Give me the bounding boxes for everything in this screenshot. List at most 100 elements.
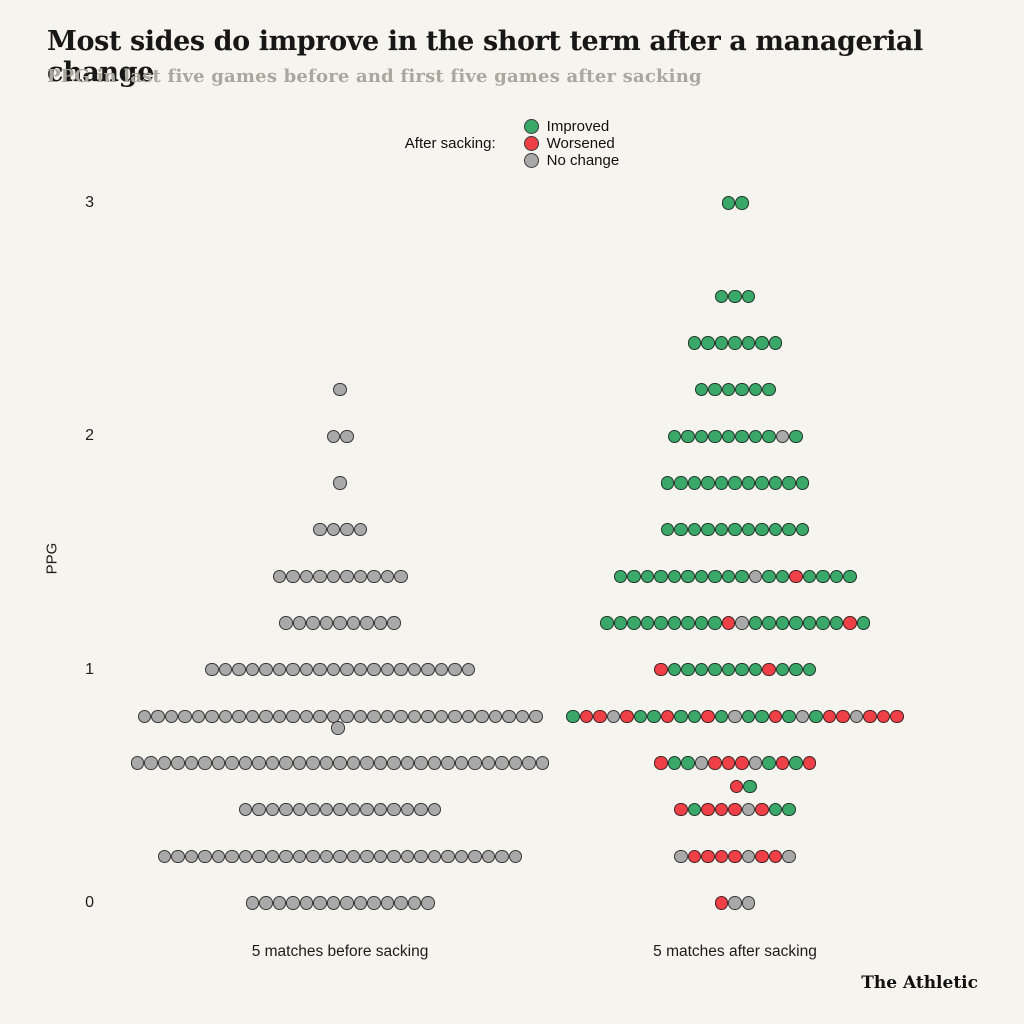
dot-no-change [205,709,219,724]
dot-improved [721,382,735,397]
dot-improved [708,662,722,677]
dot-no-change [333,849,347,864]
dot-no-change [265,756,280,770]
dot-improved [633,709,648,724]
dot-no-change [427,849,442,864]
dot-no-change [211,849,226,864]
dot-improved [843,569,857,584]
legend-items: Improved Worsened No change [506,118,620,169]
dot-no-change [225,756,239,770]
dot-no-change [407,662,421,677]
dot-worsened [755,802,769,817]
dot-no-change [441,849,455,864]
dot-no-change [502,709,516,724]
dot-improved [775,662,789,677]
dot-no-change [218,709,232,724]
dot-improved [721,196,735,210]
dot-no-change [346,756,361,770]
dot-no-change [292,802,307,817]
dot-no-change [380,569,394,584]
improved-swatch-icon [523,119,539,134]
dot-no-change [331,721,345,735]
legend-item-improved: Improved [523,118,620,135]
dot-no-change [259,896,273,910]
dot-worsened [728,849,742,864]
dot-no-change [387,802,401,817]
dot-no-change [387,756,401,770]
dot-no-change [272,569,286,584]
dot-no-change [367,662,381,677]
dot-no-change [245,662,259,677]
dot-worsened [654,662,668,677]
dot-no-change [137,709,151,724]
dot-improved [743,779,757,794]
dot-no-change [367,569,381,584]
dot-worsened [890,709,904,724]
dot-no-change [313,662,327,677]
dot-no-change [448,709,462,724]
dot-improved [775,569,789,584]
dot-worsened [674,802,688,817]
legend-item-label: Improved [546,118,610,135]
dot-no-change [508,849,523,864]
dot-no-change [360,802,374,817]
dot-no-change [373,616,388,630]
dot-improved [762,382,776,397]
dot-no-change [184,849,199,864]
dot-no-change [306,802,320,817]
dot-improved [667,756,681,770]
dot-no-change [326,896,340,910]
dot-no-change [522,756,536,770]
dot-no-change [144,756,158,770]
dot-improved [708,616,722,630]
dot-no-change [380,662,394,677]
dot-improved [687,476,702,490]
dot-no-change [299,709,313,724]
dot-no-change [279,756,293,770]
dot-no-change [728,896,742,910]
dot-no-change [279,849,293,864]
dot-no-change [326,569,340,584]
dot-improved [768,336,783,350]
dot-no-change [360,616,374,630]
dot-no-change [151,709,165,724]
dot-no-change [353,522,367,537]
dot-no-change [198,849,212,864]
dot-no-change [380,896,394,910]
dot-no-change [421,709,435,724]
y-axis-label: PPG [43,542,61,575]
dot-no-change [157,756,172,770]
y-tick-2: 2 [85,427,94,445]
dot-no-change [286,662,300,677]
dot-no-change [313,896,327,910]
dot-worsened [714,896,729,910]
dot-no-change [292,849,307,864]
dot-no-change [184,756,199,770]
dot-no-change [319,802,334,817]
dot-no-change [259,662,273,677]
legend-item-worsened: Worsened [523,135,620,152]
dot-no-change [674,849,688,864]
dot-no-change [333,756,347,770]
dot-no-change [535,756,550,770]
dot-no-change [238,756,253,770]
dot-improved [613,569,627,584]
dot-worsened [654,756,668,770]
dot-no-change [272,709,286,724]
dot-improved [856,616,870,630]
no_change-swatch-icon [523,153,539,168]
dot-no-change [292,616,307,630]
dot-worsened [721,756,735,770]
dot-improved [694,429,708,444]
dot-worsened [721,616,735,630]
dot-no-change [245,709,259,724]
dot-improved [789,429,803,444]
dot-improved [660,522,675,537]
dot-worsened [755,849,769,864]
dot-improved [701,476,715,490]
legend: After sacking: Improved Worsened No change [0,118,1024,169]
dot-improved [600,616,614,630]
dot-no-change [353,709,367,724]
dot-improved [802,616,816,630]
